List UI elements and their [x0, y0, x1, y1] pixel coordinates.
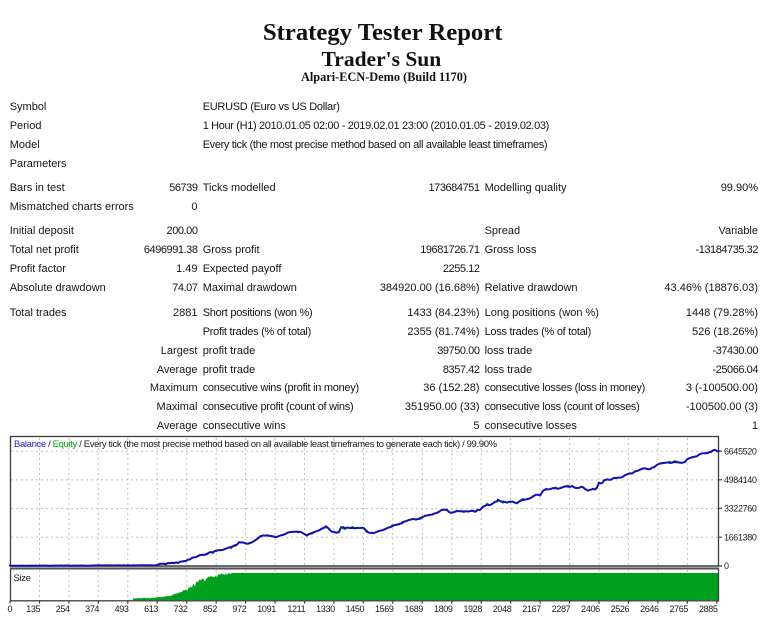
- svg-text:0: 0: [8, 604, 13, 614]
- svg-text:972: 972: [232, 604, 246, 614]
- svg-text:1091: 1091: [257, 604, 276, 614]
- svg-text:254: 254: [56, 604, 70, 614]
- svg-text:Balance / Equity / Every tick: Balance / Equity / Every tick (the most …: [14, 439, 498, 450]
- svg-text:1809: 1809: [434, 604, 453, 614]
- svg-text:3322760: 3322760: [724, 504, 757, 514]
- svg-text:2526: 2526: [611, 604, 630, 614]
- svg-text:613: 613: [144, 604, 158, 614]
- svg-text:1661380: 1661380: [724, 532, 757, 542]
- svg-text:2765: 2765: [669, 604, 688, 614]
- svg-text:1569: 1569: [375, 604, 394, 614]
- svg-text:6645520: 6645520: [724, 446, 757, 456]
- svg-text:1211: 1211: [287, 604, 305, 614]
- svg-text:4984140: 4984140: [724, 475, 757, 485]
- svg-text:1928: 1928: [463, 604, 482, 614]
- svg-text:0: 0: [724, 561, 729, 571]
- svg-text:2406: 2406: [581, 604, 600, 614]
- svg-text:2646: 2646: [640, 604, 659, 614]
- svg-text:Size: Size: [14, 573, 31, 584]
- svg-text:1450: 1450: [346, 604, 365, 614]
- svg-text:1330: 1330: [316, 604, 335, 614]
- svg-text:2167: 2167: [522, 604, 541, 614]
- svg-text:852: 852: [203, 604, 217, 614]
- svg-text:493: 493: [115, 604, 129, 614]
- svg-text:732: 732: [174, 604, 188, 614]
- svg-text:2287: 2287: [552, 604, 571, 614]
- svg-text:374: 374: [85, 604, 99, 614]
- svg-text:135: 135: [26, 604, 40, 614]
- svg-text:2885: 2885: [699, 604, 718, 614]
- svg-text:1689: 1689: [404, 604, 423, 614]
- svg-text:2048: 2048: [493, 604, 512, 614]
